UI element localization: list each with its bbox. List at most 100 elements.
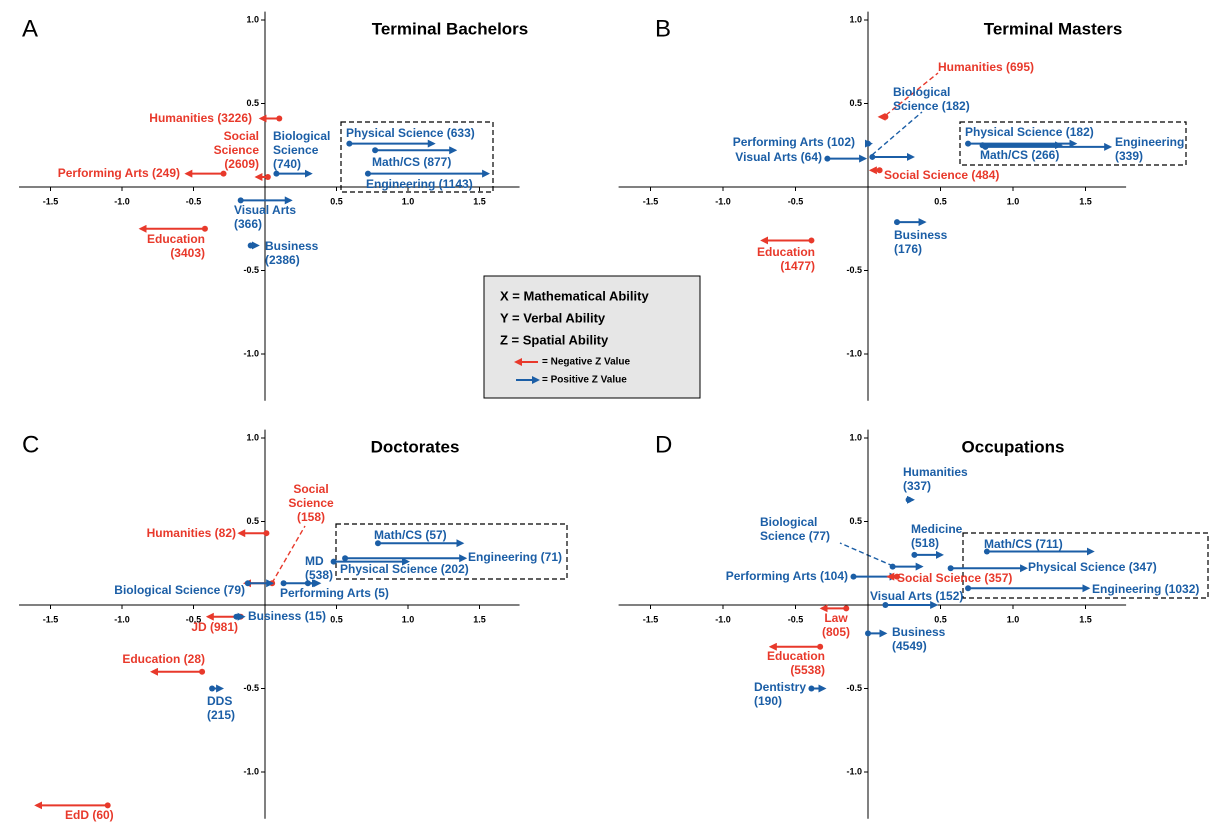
point-label: Physical Science (202) (340, 562, 469, 576)
legend-negative: = Negative Z Value (542, 357, 631, 368)
point-label: Math/CS (57) (374, 528, 447, 542)
point-label: (190) (754, 694, 782, 708)
point-label: (4549) (892, 639, 927, 653)
x-tick-label: -1.0 (715, 614, 731, 624)
y-tick-label: 0.5 (849, 98, 862, 108)
point (280, 580, 287, 587)
x-tick-label: -1.5 (43, 196, 59, 206)
x-tick-label: 0.5 (934, 614, 947, 624)
point (237, 197, 244, 204)
leader-line (885, 72, 939, 116)
point-label: Math/CS (711) (984, 537, 1063, 551)
point-label: Science (288, 496, 334, 510)
x-tick-label: -0.5 (788, 196, 804, 206)
point-label: JD (981) (191, 620, 238, 634)
point-label: Science (77) (760, 529, 830, 543)
group-box (959, 121, 1187, 166)
point (824, 155, 831, 162)
x-tick-label: -1.0 (114, 196, 130, 206)
legend-box (483, 275, 701, 399)
point-label: Humanities (3226) (149, 111, 252, 125)
point (808, 685, 815, 692)
y-tick-label: -0.5 (243, 683, 259, 693)
dashed-boxes (335, 121, 1209, 599)
legend-line: X = Mathematical Ability (500, 288, 649, 303)
y-tick-label: -1.0 (243, 348, 259, 358)
point (894, 219, 900, 226)
point (808, 237, 815, 244)
point-label: (366) (234, 217, 262, 231)
x-tick-label: 1.5 (1079, 614, 1092, 624)
y-tick-label: -0.5 (243, 265, 259, 275)
point-label: Education (767, 649, 825, 663)
x-tick-label: -1.5 (643, 614, 659, 624)
x-tick-label: -0.5 (186, 196, 202, 206)
y-tick-label: 0.5 (246, 98, 259, 108)
x-tick-label: -1.5 (643, 196, 659, 206)
point-label: Performing Arts (102) (733, 135, 855, 149)
y-tick-label: -1.0 (846, 348, 862, 358)
point (965, 585, 972, 592)
y-tick-label: -1.0 (846, 766, 862, 776)
point (220, 170, 227, 177)
point-label: (215) (207, 708, 235, 722)
chart-title: Doctorates (371, 437, 460, 456)
group-box (340, 121, 494, 193)
point-label: (740) (273, 157, 301, 171)
y-tick-label: 1.0 (849, 14, 862, 24)
x-tick-label: 1.0 (402, 196, 415, 206)
x-tick-label: -1.0 (715, 196, 731, 206)
point (104, 802, 111, 809)
point-label: (176) (894, 242, 922, 256)
point-label: (518) (911, 536, 939, 550)
chart-title: Terminal Masters (984, 19, 1123, 38)
point (905, 496, 912, 503)
point-label: Social (224, 129, 259, 143)
point (965, 140, 972, 147)
point-label: Physical Science (182) (965, 125, 1094, 139)
point-label: DDS (207, 694, 232, 708)
y-tick-label: 1.0 (246, 432, 259, 442)
legend-positive: = Positive Z Value (542, 375, 627, 386)
x-tick-label: 1.0 (1007, 196, 1020, 206)
point (330, 558, 337, 565)
x-tick-label: 0.5 (330, 614, 343, 624)
point (342, 555, 349, 562)
point (263, 530, 270, 537)
y-tick-label: -1.0 (243, 766, 259, 776)
y-tick-label: 0.5 (246, 516, 259, 526)
panel-letter: C (22, 431, 39, 458)
x-tick-label: -0.5 (788, 614, 804, 624)
point-label: Engineering (1032) (1092, 582, 1199, 596)
point-label: (3403) (170, 246, 205, 260)
point-label: Math/CS (877) (372, 155, 451, 169)
point (199, 668, 206, 675)
point-label: Math/CS (266) (980, 148, 1059, 162)
point-label: Visual Arts (64) (735, 150, 822, 164)
point (364, 170, 371, 177)
group-box (962, 532, 1209, 599)
point-label: Humanities (903, 465, 968, 479)
x-tick-label: -1.5 (43, 614, 59, 624)
y-tick-label: -0.5 (846, 683, 862, 693)
point-label: (1477) (780, 259, 815, 273)
point-label: Physical Science (347) (1028, 560, 1157, 574)
x-tick-label: 0.5 (330, 196, 343, 206)
point-label: Science (214, 143, 260, 157)
legend: X = Mathematical Ability Y = Verbal Abil… (483, 275, 701, 399)
y-tick-label: -0.5 (846, 265, 862, 275)
point (374, 540, 381, 547)
x-tick-label: 1.0 (1007, 614, 1020, 624)
point-label: Visual Arts (234, 203, 296, 217)
point-label: Visual Arts (152) (870, 589, 963, 603)
point (247, 242, 254, 249)
y-tick-label: 1.0 (246, 14, 259, 24)
point (882, 602, 889, 608)
point (244, 580, 251, 587)
point-label: Education (28) (122, 652, 205, 666)
point-label: Education (757, 245, 815, 259)
point (850, 573, 857, 580)
point (876, 167, 883, 174)
point-label: Engineering (1115, 135, 1184, 149)
